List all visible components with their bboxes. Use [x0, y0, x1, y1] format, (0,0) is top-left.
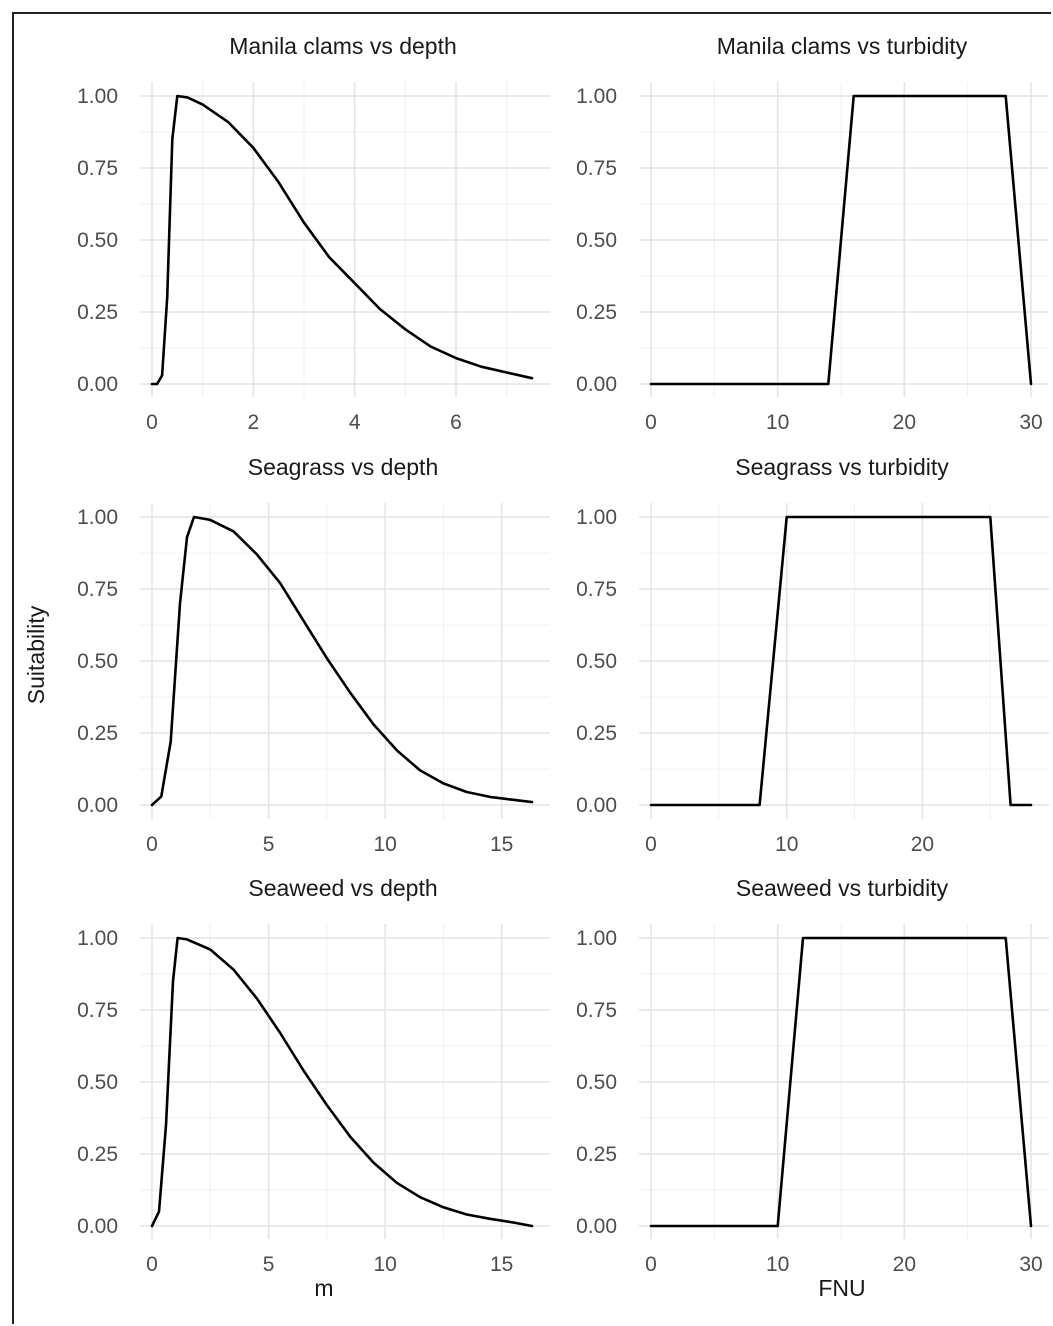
x-tick-label: 2: [247, 411, 259, 434]
y-tick-label: 0.75: [77, 157, 118, 180]
panel-5: Seaweed vs depth 0.00 0.25 0.50 0.75 1.00 0 5 10…: [77, 875, 550, 1276]
panel-title: Seaweed vs depth: [248, 875, 437, 901]
panel-2: Manila clams vs turbidity 0.00 0.25 0.50 0.7…: [576, 33, 1049, 434]
x-tick-label: 10: [766, 1253, 789, 1276]
panel-4: Seagrass vs turbidity 0.00 0.25 0.50 0.75 1.0…: [576, 454, 1049, 856]
y-tick-label: 0.25: [576, 1143, 617, 1166]
x-tick-label: 0: [645, 1253, 657, 1276]
y-tick-label: 0.25: [77, 301, 118, 324]
x-axis-label-right: FNU: [818, 1275, 865, 1301]
x-axis-label-left: m: [314, 1275, 333, 1301]
series-line: [649, 936, 1033, 1228]
y-tick-label: 0.00: [576, 1215, 617, 1238]
y-tick-label: 0.50: [77, 650, 118, 673]
panel-title: Manila clams vs depth: [229, 33, 457, 59]
y-axis-label: Suitability: [23, 605, 49, 704]
y-tick-label: 0.50: [576, 1071, 617, 1094]
panel-title: Manila clams vs turbidity: [717, 33, 968, 59]
y-tick-label: 0.25: [77, 722, 118, 745]
x-tick-label: 5: [263, 833, 275, 856]
y-tick-label: 0.00: [77, 373, 118, 396]
series-line: [649, 515, 1033, 807]
x-tick-label: 15: [490, 833, 513, 856]
series-line: [150, 94, 534, 386]
x-tick-label: 0: [146, 1253, 158, 1276]
x-tick-label: 20: [911, 833, 934, 856]
x-tick-label: 4: [349, 411, 361, 434]
y-tick-label: 0.75: [77, 999, 118, 1022]
y-tick-label: 0.50: [77, 1071, 118, 1094]
y-tick-label: 1.00: [77, 85, 118, 108]
y-tick-label: 0.50: [576, 229, 617, 252]
series-line: [150, 515, 534, 807]
x-tick-label: 10: [766, 411, 789, 434]
y-tick-label: 0.25: [77, 1143, 118, 1166]
y-tick-label: 1.00: [576, 927, 617, 950]
panel-title: Seagrass vs turbidity: [735, 454, 949, 480]
x-tick-label: 10: [373, 833, 396, 856]
y-tick-label: 1.00: [576, 85, 617, 108]
y-tick-label: 0.75: [576, 999, 617, 1022]
y-tick-label: 0.75: [576, 578, 617, 601]
y-tick-label: 1.00: [77, 506, 118, 529]
series-line: [150, 936, 534, 1228]
x-tick-label: 20: [893, 411, 916, 434]
y-tick-label: 0.00: [77, 1215, 118, 1238]
x-tick-label: 20: [893, 1253, 916, 1276]
y-tick-label: 0.50: [576, 650, 617, 673]
figure: Manila clams vs depth 0.00 0.25 0.50 0.75 1.0…: [12, 12, 1051, 1324]
y-tick-label: 0.00: [576, 794, 617, 817]
panel-3: Seagrass vs depth 0.00 0.25 0.50 0.75 1.00 0 5 1…: [77, 454, 550, 856]
y-tick-label: 0.25: [576, 722, 617, 745]
x-tick-label: 0: [146, 833, 158, 856]
x-tick-label: 5: [263, 1253, 275, 1276]
panel-1: Manila clams vs depth 0.00 0.25 0.50 0.75 1.0…: [77, 33, 550, 434]
x-tick-label: 10: [775, 833, 798, 856]
x-tick-label: 0: [645, 833, 657, 856]
y-tick-label: 0.00: [77, 794, 118, 817]
y-tick-label: 0.75: [576, 157, 617, 180]
y-tick-label: 0.25: [576, 301, 617, 324]
x-tick-label: 10: [373, 1253, 396, 1276]
y-tick-label: 1.00: [576, 506, 617, 529]
x-tick-label: 15: [490, 1253, 513, 1276]
facet-chart: Manila clams vs depth 0.00 0.25 0.50 0.75 1.0…: [23, 33, 1049, 1301]
y-tick-label: 0.75: [77, 578, 118, 601]
panel-6: Seaweed vs turbidity 0.00 0.25 0.50 0.75 1.00…: [576, 875, 1049, 1276]
x-tick-label: 0: [146, 411, 158, 434]
y-tick-label: 1.00: [77, 927, 118, 950]
panel-title: Seagrass vs depth: [248, 454, 439, 480]
y-tick-label: 0.50: [77, 229, 118, 252]
panel-title: Seaweed vs turbidity: [736, 875, 949, 901]
series-line: [649, 94, 1033, 386]
x-tick-label: 30: [1019, 411, 1042, 434]
x-tick-label: 30: [1019, 1253, 1042, 1276]
x-tick-label: 6: [450, 411, 462, 434]
x-tick-label: 0: [645, 411, 657, 434]
y-tick-label: 0.00: [576, 373, 617, 396]
